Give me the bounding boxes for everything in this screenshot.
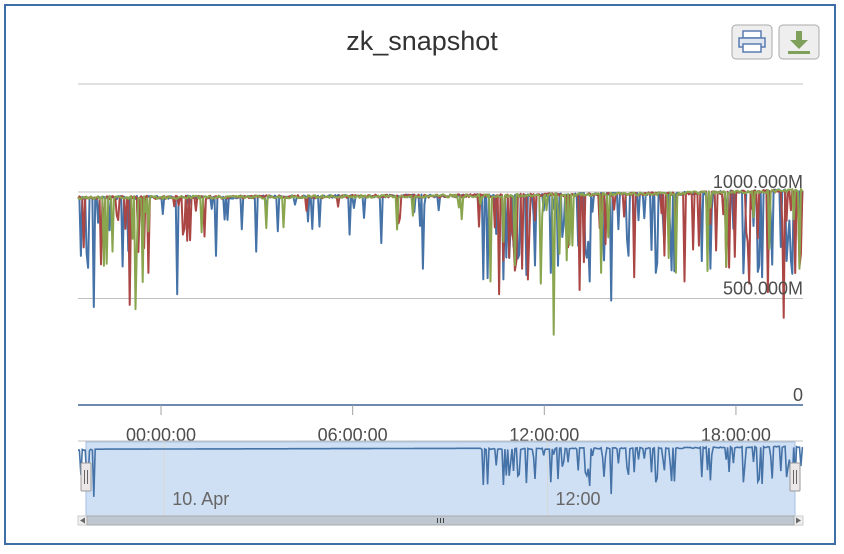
plot-series [77,188,804,336]
y-tick-label: 1000.000M [713,172,803,192]
print-button[interactable] [731,24,773,60]
chart-title: zk_snapshot [346,26,498,56]
y-tick-label: 500.000M [723,279,803,299]
x-tick-label: 06:00:00 [318,425,388,445]
navigator-right-handle[interactable] [789,462,801,492]
scroll-right-arrow-icon [796,517,801,524]
navigator-scrollbar[interactable] [77,515,804,526]
handle-body [80,462,92,492]
y-tick-label: 0 [793,385,803,405]
handle-body [789,462,801,492]
navigator[interactable]: 10. Apr 12:00 [77,440,804,526]
x-tick-label: 00:00:00 [126,425,196,445]
x-tick-label: 12:00:00 [509,425,579,445]
navigator-label: 10. Apr [172,489,229,509]
print-icon [738,30,766,53]
navigator-label: 12:00 [555,489,600,509]
navigator-series-line [78,445,804,497]
navigator-left-handle[interactable] [80,462,92,492]
x-tick-label: 18:00:00 [701,425,771,445]
download-button[interactable] [778,24,820,60]
scroll-left-arrow-icon [80,517,85,524]
download-icon [788,31,810,54]
plot-grid [78,83,803,406]
series-line [77,188,804,336]
plot-labels: 0 500.000M 1000.000M 00:00:00 06:00:00 12:00:… [126,172,803,445]
navigator-selection [85,441,796,517]
